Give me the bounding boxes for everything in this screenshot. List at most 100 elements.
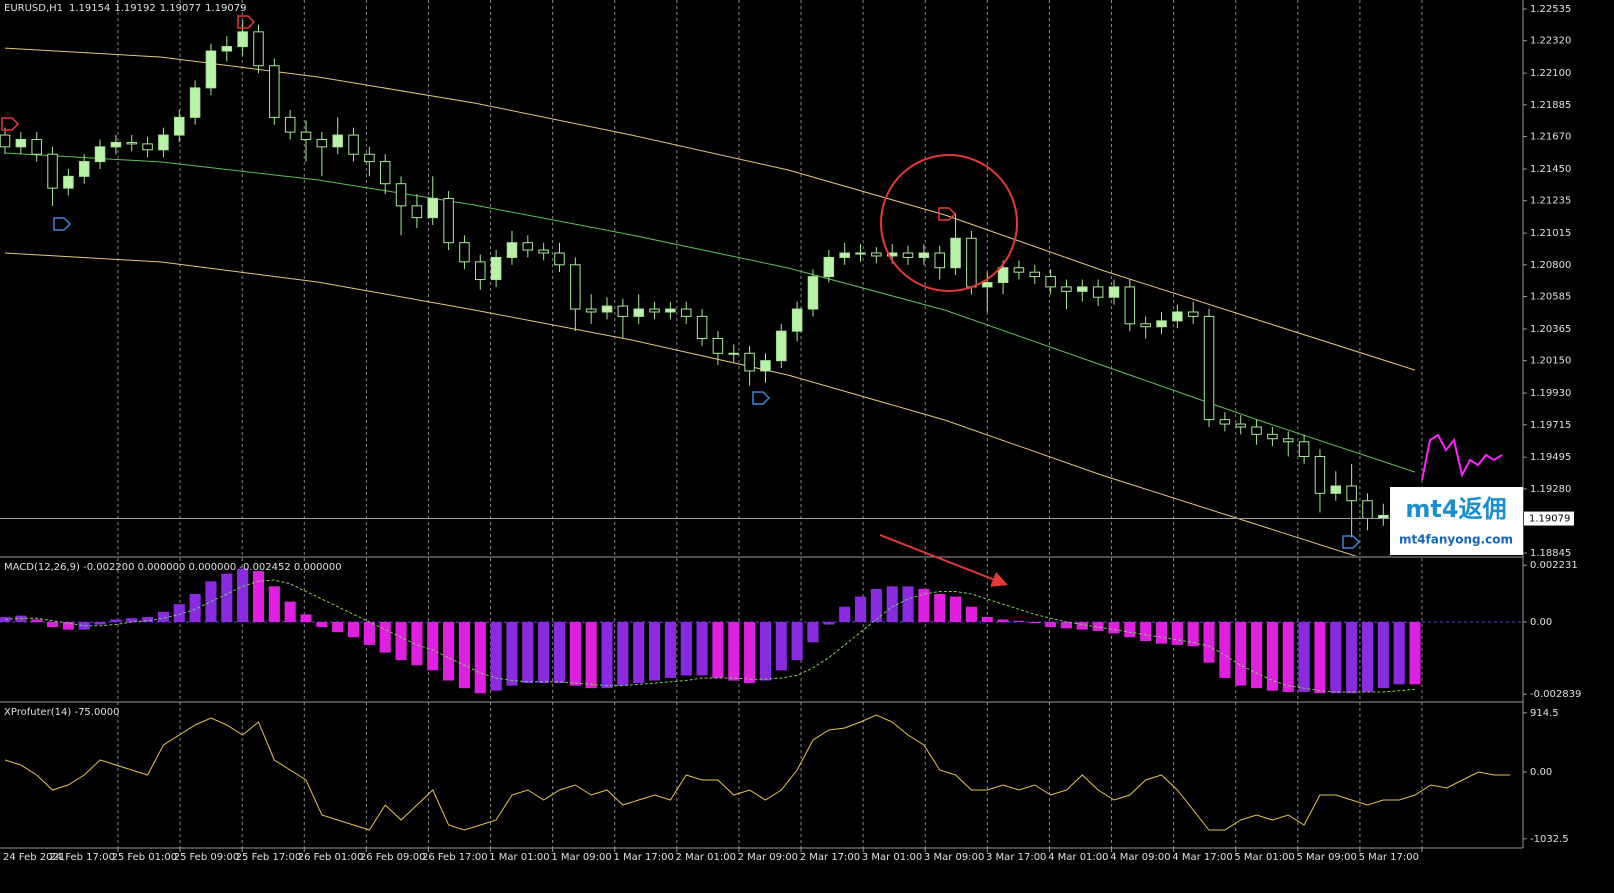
candle-body — [47, 153, 58, 189]
y-tick-label: 1.21015 — [1530, 228, 1571, 239]
candle-body — [538, 249, 549, 254]
x-tick-label: 4 Mar 01:00 — [1048, 852, 1108, 863]
candle-body — [1203, 315, 1215, 421]
candle-body — [617, 305, 629, 317]
candle-body — [1045, 276, 1056, 288]
xprofuter-title: XProfuter(14) -75.0000 — [4, 707, 119, 718]
macd-bar — [617, 621, 629, 686]
candle-body — [1077, 286, 1088, 292]
candle-body — [237, 31, 248, 48]
candle-body — [174, 116, 185, 136]
candle-body — [300, 131, 312, 140]
macd-bar — [664, 621, 676, 678]
price-pane — [0, 20, 1522, 556]
macd-bar — [1140, 621, 1152, 642]
macd-bar — [902, 586, 914, 622]
macd-bar — [1187, 621, 1199, 647]
y-tick-label: 914.5 — [1530, 708, 1559, 719]
macd-bar — [94, 621, 106, 625]
candle-body — [1314, 455, 1326, 494]
x-tick-label: 25 Feb 17:00 — [236, 852, 302, 863]
macd-bar — [1251, 621, 1263, 689]
y-tick-label: 1.22535 — [1530, 4, 1571, 15]
candle-body — [31, 138, 42, 155]
buy-arrow — [1342, 535, 1361, 549]
candle-body — [902, 252, 914, 258]
symbol: EURUSD,H1 — [4, 3, 63, 14]
x-tick-label: 26 Feb 01:00 — [298, 852, 364, 863]
macd-bar — [649, 621, 661, 681]
candle-body — [1124, 286, 1136, 325]
candle-body — [1330, 485, 1342, 494]
candle-body — [490, 256, 502, 281]
candle-body — [585, 308, 597, 313]
xprofuter-pane — [4, 714, 1511, 831]
buy-arrow — [53, 217, 72, 231]
macd-bar — [712, 621, 724, 678]
macd-bar — [522, 621, 534, 684]
macd-bar — [601, 621, 613, 689]
candle-body — [63, 175, 74, 189]
macd-bar — [981, 616, 993, 622]
candle-body — [1219, 419, 1231, 425]
x-tick-label: 25 Feb 09:00 — [174, 852, 240, 863]
candle-body — [1298, 441, 1310, 457]
macd-bar — [284, 601, 296, 622]
macd-bar — [950, 596, 962, 622]
x-tick-label: 2 Mar 01:00 — [676, 852, 736, 863]
candle-body — [269, 65, 280, 118]
macd-bar — [934, 594, 946, 622]
candle-body — [443, 197, 454, 244]
macd-bar — [1393, 621, 1405, 685]
macd-bar — [839, 606, 851, 622]
candle-body — [601, 305, 613, 313]
macd-bar — [1013, 620, 1025, 622]
candle-body — [1061, 286, 1072, 292]
y-tick-label: 1.22320 — [1530, 36, 1571, 47]
highlight-circle — [880, 154, 1018, 292]
candle-body — [791, 308, 803, 332]
macd-bar — [538, 621, 550, 684]
macd-bar — [110, 619, 122, 622]
x-tick-label: 4 Mar 09:00 — [1110, 852, 1170, 863]
x-tick-label: 1 Mar 09:00 — [551, 852, 611, 863]
y-tick-label: 1.19280 — [1530, 484, 1571, 495]
x-tick-label: 3 Mar 01:00 — [862, 852, 922, 863]
candle-body — [1346, 485, 1357, 502]
macd-bar — [395, 621, 407, 661]
candle-body — [332, 134, 343, 148]
x-tick-label: 4 Mar 17:00 — [1172, 852, 1232, 863]
candle-body — [839, 252, 850, 258]
x-tick-label: 2 Mar 09:00 — [738, 852, 798, 863]
x-tick-label: 3 Mar 17:00 — [986, 852, 1046, 863]
candle-body — [253, 31, 264, 67]
macd-bar — [252, 571, 265, 622]
candle-body — [760, 360, 771, 372]
candle-body — [284, 116, 296, 133]
macd-bar — [1060, 621, 1073, 629]
y-tick-label: 1.20150 — [1530, 356, 1571, 367]
y-tick-label: 1.21885 — [1530, 100, 1571, 111]
macd-bar — [363, 621, 375, 645]
macd-bar — [1124, 621, 1136, 638]
macd-bar — [316, 621, 328, 628]
candle-body — [886, 252, 898, 257]
macd-bar — [189, 594, 201, 622]
y-tick-label: -0.002839 — [1530, 689, 1581, 700]
watermark-logo: mt4返佣 — [1405, 495, 1506, 523]
y-tick-label: 1.22100 — [1530, 68, 1571, 79]
candle-body — [158, 134, 169, 151]
candle-body — [744, 352, 755, 372]
macd-bar — [31, 619, 43, 622]
last-high: 1.19192 — [114, 3, 155, 14]
sell-arrow — [1, 117, 20, 131]
candle-body — [189, 87, 201, 118]
macd-bar — [427, 621, 439, 671]
watermark-box — [1390, 487, 1523, 555]
candle-body — [1029, 271, 1041, 278]
y-tick-label: 1.20585 — [1530, 292, 1571, 303]
macd-bar — [1155, 621, 1168, 644]
macd-bar — [332, 621, 344, 633]
x-tick-label: 24 Feb 2021 — [3, 852, 65, 863]
candle-body — [205, 50, 217, 89]
